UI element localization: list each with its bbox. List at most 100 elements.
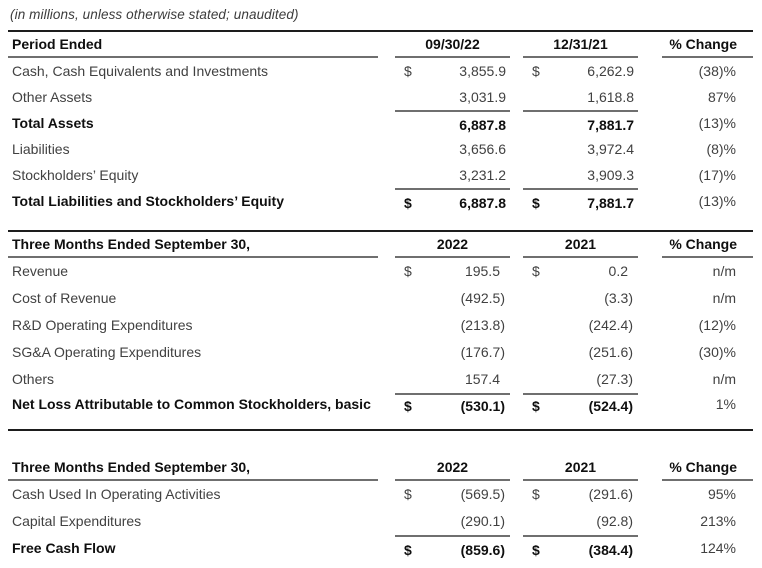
- value-cell-period-2: (3.3): [523, 285, 638, 312]
- value-cell-period-1: $ (530.1): [395, 393, 510, 429]
- pct-change-value: 1%: [715, 396, 736, 412]
- amount: 6,887.8: [459, 117, 506, 133]
- spacer: [638, 393, 662, 429]
- table-row: Total Liabilities and Stockholders’ Equi…: [8, 188, 753, 214]
- value-cell-period-1: 3,656.6: [395, 136, 510, 162]
- row-label: Cost of Revenue: [12, 290, 117, 306]
- spacer: [638, 535, 662, 562]
- spacer: [638, 58, 662, 84]
- value-cell-period-2: (27.3): [523, 366, 638, 393]
- amount: 7,881.7: [587, 195, 634, 211]
- table-top-rule: [8, 230, 753, 232]
- column-header-period-2: 2021: [523, 455, 638, 481]
- value-cell-period-1: (290.1): [395, 508, 510, 535]
- column-header-label: Three Months Ended September 30,: [8, 232, 378, 258]
- value-cell-period-1: 3,031.9: [395, 84, 510, 110]
- currency-symbol: $: [532, 398, 540, 414]
- spacer: [510, 232, 523, 258]
- row-label: Revenue: [12, 263, 69, 279]
- spacer: [638, 32, 662, 58]
- value-cell-period-2: $ (291.6): [523, 481, 638, 508]
- pct-change-value: (12)%: [698, 317, 736, 333]
- table-row: Cost of Revenue (492.5) (3.3) n/m: [8, 285, 753, 312]
- income-statement-summary: Three Months Ended September 30, 2022 2021…: [8, 230, 753, 431]
- units-note: (in millions, unless otherwise stated; u…: [10, 7, 299, 22]
- spacer: [638, 285, 662, 312]
- row-label: Total Liabilities and Stockholders’ Equi…: [12, 193, 285, 209]
- spacer: [510, 339, 523, 366]
- spacer: [510, 535, 523, 562]
- amount: (242.4): [588, 317, 633, 333]
- row-label: Net Loss Attributable to Common Stockhol…: [12, 396, 371, 412]
- spacer: [638, 481, 662, 508]
- spacer: [510, 285, 523, 312]
- amount: 6,262.9: [587, 63, 634, 79]
- financial-tables-container: Period Ended 09/30/22 12/31/21% Change Cash…: [0, 30, 762, 562]
- amount: 195.5: [464, 263, 500, 279]
- table-row: Other Assets 3,031.9 1,618.8 87%: [8, 84, 753, 110]
- pct-change-value: (30)%: [698, 344, 736, 360]
- amount: 0.2: [608, 263, 628, 279]
- spacer: [378, 58, 395, 84]
- amount: (530.1): [460, 398, 505, 414]
- amount: (176.7): [460, 344, 505, 360]
- spacer: [510, 136, 523, 162]
- pct-change-value: n/m: [712, 371, 736, 387]
- table-header-row: Period Ended 09/30/22 12/31/21 % Change: [8, 32, 753, 58]
- spacer: [378, 136, 395, 162]
- pct-change-value: 87%: [707, 89, 736, 105]
- spacer: [510, 312, 523, 339]
- column-header-period-1: 2022: [395, 455, 510, 481]
- spacer: [510, 481, 523, 508]
- row-label: Cash Used In Operating Activities: [12, 486, 221, 502]
- row-label: Liabilities: [12, 141, 70, 157]
- spacer: [510, 58, 523, 84]
- value-cell-period-1: $6,887.8: [395, 188, 510, 214]
- amount: (384.4): [588, 542, 633, 558]
- amount: 3,031.9: [459, 89, 506, 105]
- spacer: [510, 455, 523, 481]
- value-cell-period-1: 6,887.8: [395, 110, 510, 136]
- value-cell-period-1: (492.5): [395, 285, 510, 312]
- amount: (92.8): [596, 513, 633, 529]
- spacer: [510, 366, 523, 393]
- spacer: [378, 162, 395, 188]
- amount: 3,855.9: [459, 63, 506, 79]
- currency-symbol: $: [532, 542, 540, 558]
- value-cell-period-2: $0.2: [523, 258, 638, 285]
- spacer: [378, 232, 395, 258]
- table-row: Free Cash Flow $ (859.6) $ (384.4) 124%: [8, 535, 753, 562]
- value-cell-period-1: (176.7): [395, 339, 510, 366]
- value-cell-period-2: $6,262.9: [523, 58, 638, 84]
- currency-symbol: $: [404, 195, 412, 211]
- pct-change-value: (13)%: [698, 115, 736, 131]
- table-row: Capital Expenditures (290.1) (92.8) 213%: [8, 508, 753, 535]
- table-row: R&D Operating Expenditures (213.8) (242.4)…: [8, 312, 753, 339]
- column-header-period-1: 2022: [395, 232, 510, 258]
- spacer: [510, 110, 523, 136]
- spacer: [378, 110, 395, 136]
- spacer: [638, 188, 662, 214]
- table-row: Total Assets 6,887.8 7,881.7 (13)%: [8, 110, 753, 136]
- balance-sheet-summary: Period Ended 09/30/22 12/31/21% Change Cash…: [8, 30, 753, 214]
- row-label: Capital Expenditures: [12, 513, 142, 529]
- amount: (213.8): [460, 317, 505, 333]
- value-cell-period-1: (213.8): [395, 312, 510, 339]
- row-label: SG&A Operating Expenditures: [12, 344, 202, 360]
- amount: (569.5): [460, 486, 505, 502]
- spacer: [378, 188, 395, 214]
- table-bottom-rule: [8, 429, 753, 431]
- spacer: [378, 312, 395, 339]
- amount: (251.6): [588, 344, 633, 360]
- spacer: [510, 32, 523, 58]
- value-cell-period-2: 1,618.8: [523, 84, 638, 110]
- spacer: [638, 508, 662, 535]
- spacer: [378, 366, 395, 393]
- spacer: [638, 366, 662, 393]
- table-row: Liabilities 3,656.6 3,972.4 (8)%: [8, 136, 753, 162]
- value-cell-period-1: 157.4: [395, 366, 510, 393]
- amount: (524.4): [588, 398, 633, 414]
- pct-change-value: (8)%: [706, 141, 736, 157]
- pct-change-value: (17)%: [698, 167, 736, 183]
